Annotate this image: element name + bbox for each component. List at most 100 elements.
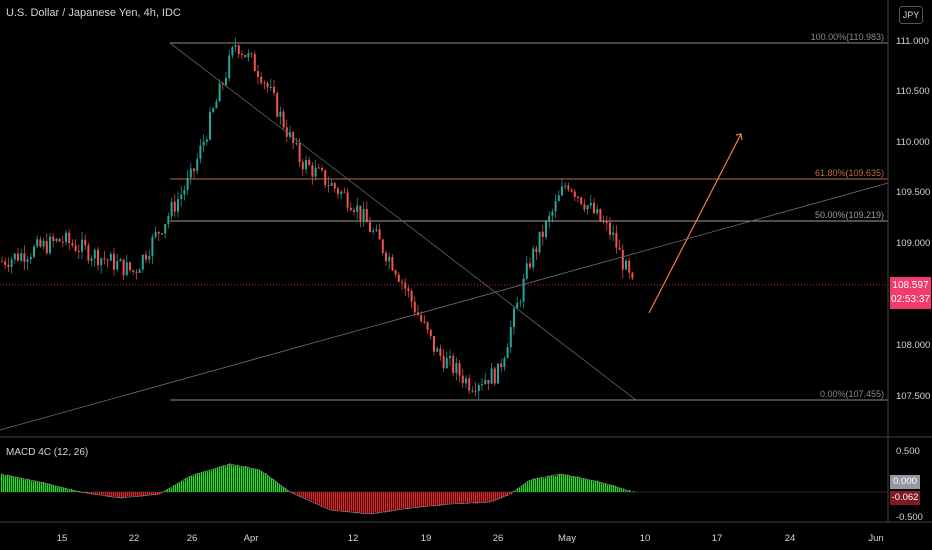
candle-body (321, 168, 323, 171)
macd-bar (367, 492, 369, 514)
macd-bar (323, 492, 325, 507)
candle-body (209, 111, 211, 140)
candle-body (500, 363, 503, 368)
candle-body (231, 47, 234, 56)
candle-body (100, 258, 103, 266)
candle-body (202, 141, 205, 146)
candle-body (439, 348, 442, 356)
candle-body (145, 254, 147, 260)
macd-bar (377, 492, 379, 514)
macd-bar (545, 477, 547, 492)
candle-body (474, 390, 477, 392)
macd-bar (65, 488, 67, 492)
macd-bar (219, 466, 221, 492)
macd-bar (383, 492, 385, 512)
candle-body (263, 82, 266, 84)
macd-bar (517, 488, 519, 492)
candle-body (340, 191, 343, 195)
candle-body (378, 229, 381, 240)
macd-bar (187, 478, 189, 492)
macd-bar (139, 492, 141, 496)
macd-bar (141, 492, 143, 497)
candle-body (381, 239, 384, 253)
macd-bar (361, 492, 363, 514)
macd-bar (295, 492, 297, 494)
macd-bar (625, 490, 627, 492)
macd-bar (521, 485, 523, 492)
macd-bar (193, 475, 195, 492)
macd-bar (165, 490, 167, 492)
candle-body (362, 209, 365, 221)
candle-body (71, 243, 74, 246)
time-tick: 10 (639, 533, 651, 544)
macd-bar (179, 482, 181, 492)
candle-body (266, 82, 269, 88)
macd-bar (131, 492, 133, 496)
time-tick: 26 (186, 533, 198, 544)
price-tick: 109.000 (896, 238, 931, 249)
currency-button[interactable]: JPY (899, 6, 923, 24)
macd-bar (129, 492, 131, 497)
macd-bar (217, 467, 219, 492)
candle-body (212, 108, 215, 112)
macd-bar (119, 492, 121, 498)
candle-body (349, 207, 352, 211)
candle-body (93, 249, 96, 259)
macd-bar (593, 480, 595, 492)
candle-body (490, 368, 493, 384)
macd-bar (481, 492, 483, 502)
macd-title[interactable]: MACD 4C (12, 26) (6, 447, 89, 458)
candle-body (151, 236, 154, 257)
candle-body (269, 86, 272, 88)
macd-bar (237, 464, 239, 492)
candle-body (29, 256, 32, 260)
macd-bar (363, 492, 365, 515)
macd-bar (169, 488, 171, 492)
macd-bar (393, 492, 395, 511)
macd-bar (239, 466, 241, 492)
price-tick: 109.500 (896, 187, 931, 198)
macd-bar (365, 492, 367, 514)
macd-bar (243, 467, 245, 492)
macd-bar (587, 479, 589, 492)
candle-body (132, 270, 135, 272)
drawings (0, 42, 889, 431)
candle-body (81, 239, 83, 252)
macd-bar (273, 479, 275, 492)
macd-bar (221, 466, 223, 492)
candle-body (573, 191, 576, 197)
candle-body (1, 261, 3, 263)
candle-body (442, 355, 445, 369)
macd-bar (185, 478, 187, 492)
macd-bar (537, 477, 539, 492)
candle-body (324, 170, 327, 186)
macd-bar (97, 492, 99, 495)
macd-bar (477, 492, 479, 504)
candle-body (567, 185, 570, 190)
candle-body (615, 232, 618, 248)
candle-body (385, 252, 387, 262)
fib-label-618: 61.80%(109.635) (814, 168, 884, 178)
candle-body (612, 232, 615, 235)
macd-bar (61, 487, 63, 492)
candle-body (177, 199, 179, 212)
macd-bar (419, 492, 421, 507)
macd-bar (379, 492, 381, 513)
candle-body (388, 257, 391, 262)
macd-bar (613, 485, 615, 492)
macd-bar (209, 470, 211, 492)
macd-bar (627, 491, 629, 492)
candle-body (420, 315, 423, 322)
macd-bar (181, 481, 183, 492)
macd-bar (473, 492, 475, 503)
macd-bar (565, 475, 567, 492)
macd-bar (579, 476, 581, 492)
candle-body (257, 71, 259, 77)
macd-bar (581, 479, 583, 492)
macd-bar (499, 492, 501, 499)
candle-body (577, 196, 579, 198)
candle-body (346, 192, 349, 208)
macd-bar (67, 489, 69, 492)
candle-body (557, 195, 560, 202)
